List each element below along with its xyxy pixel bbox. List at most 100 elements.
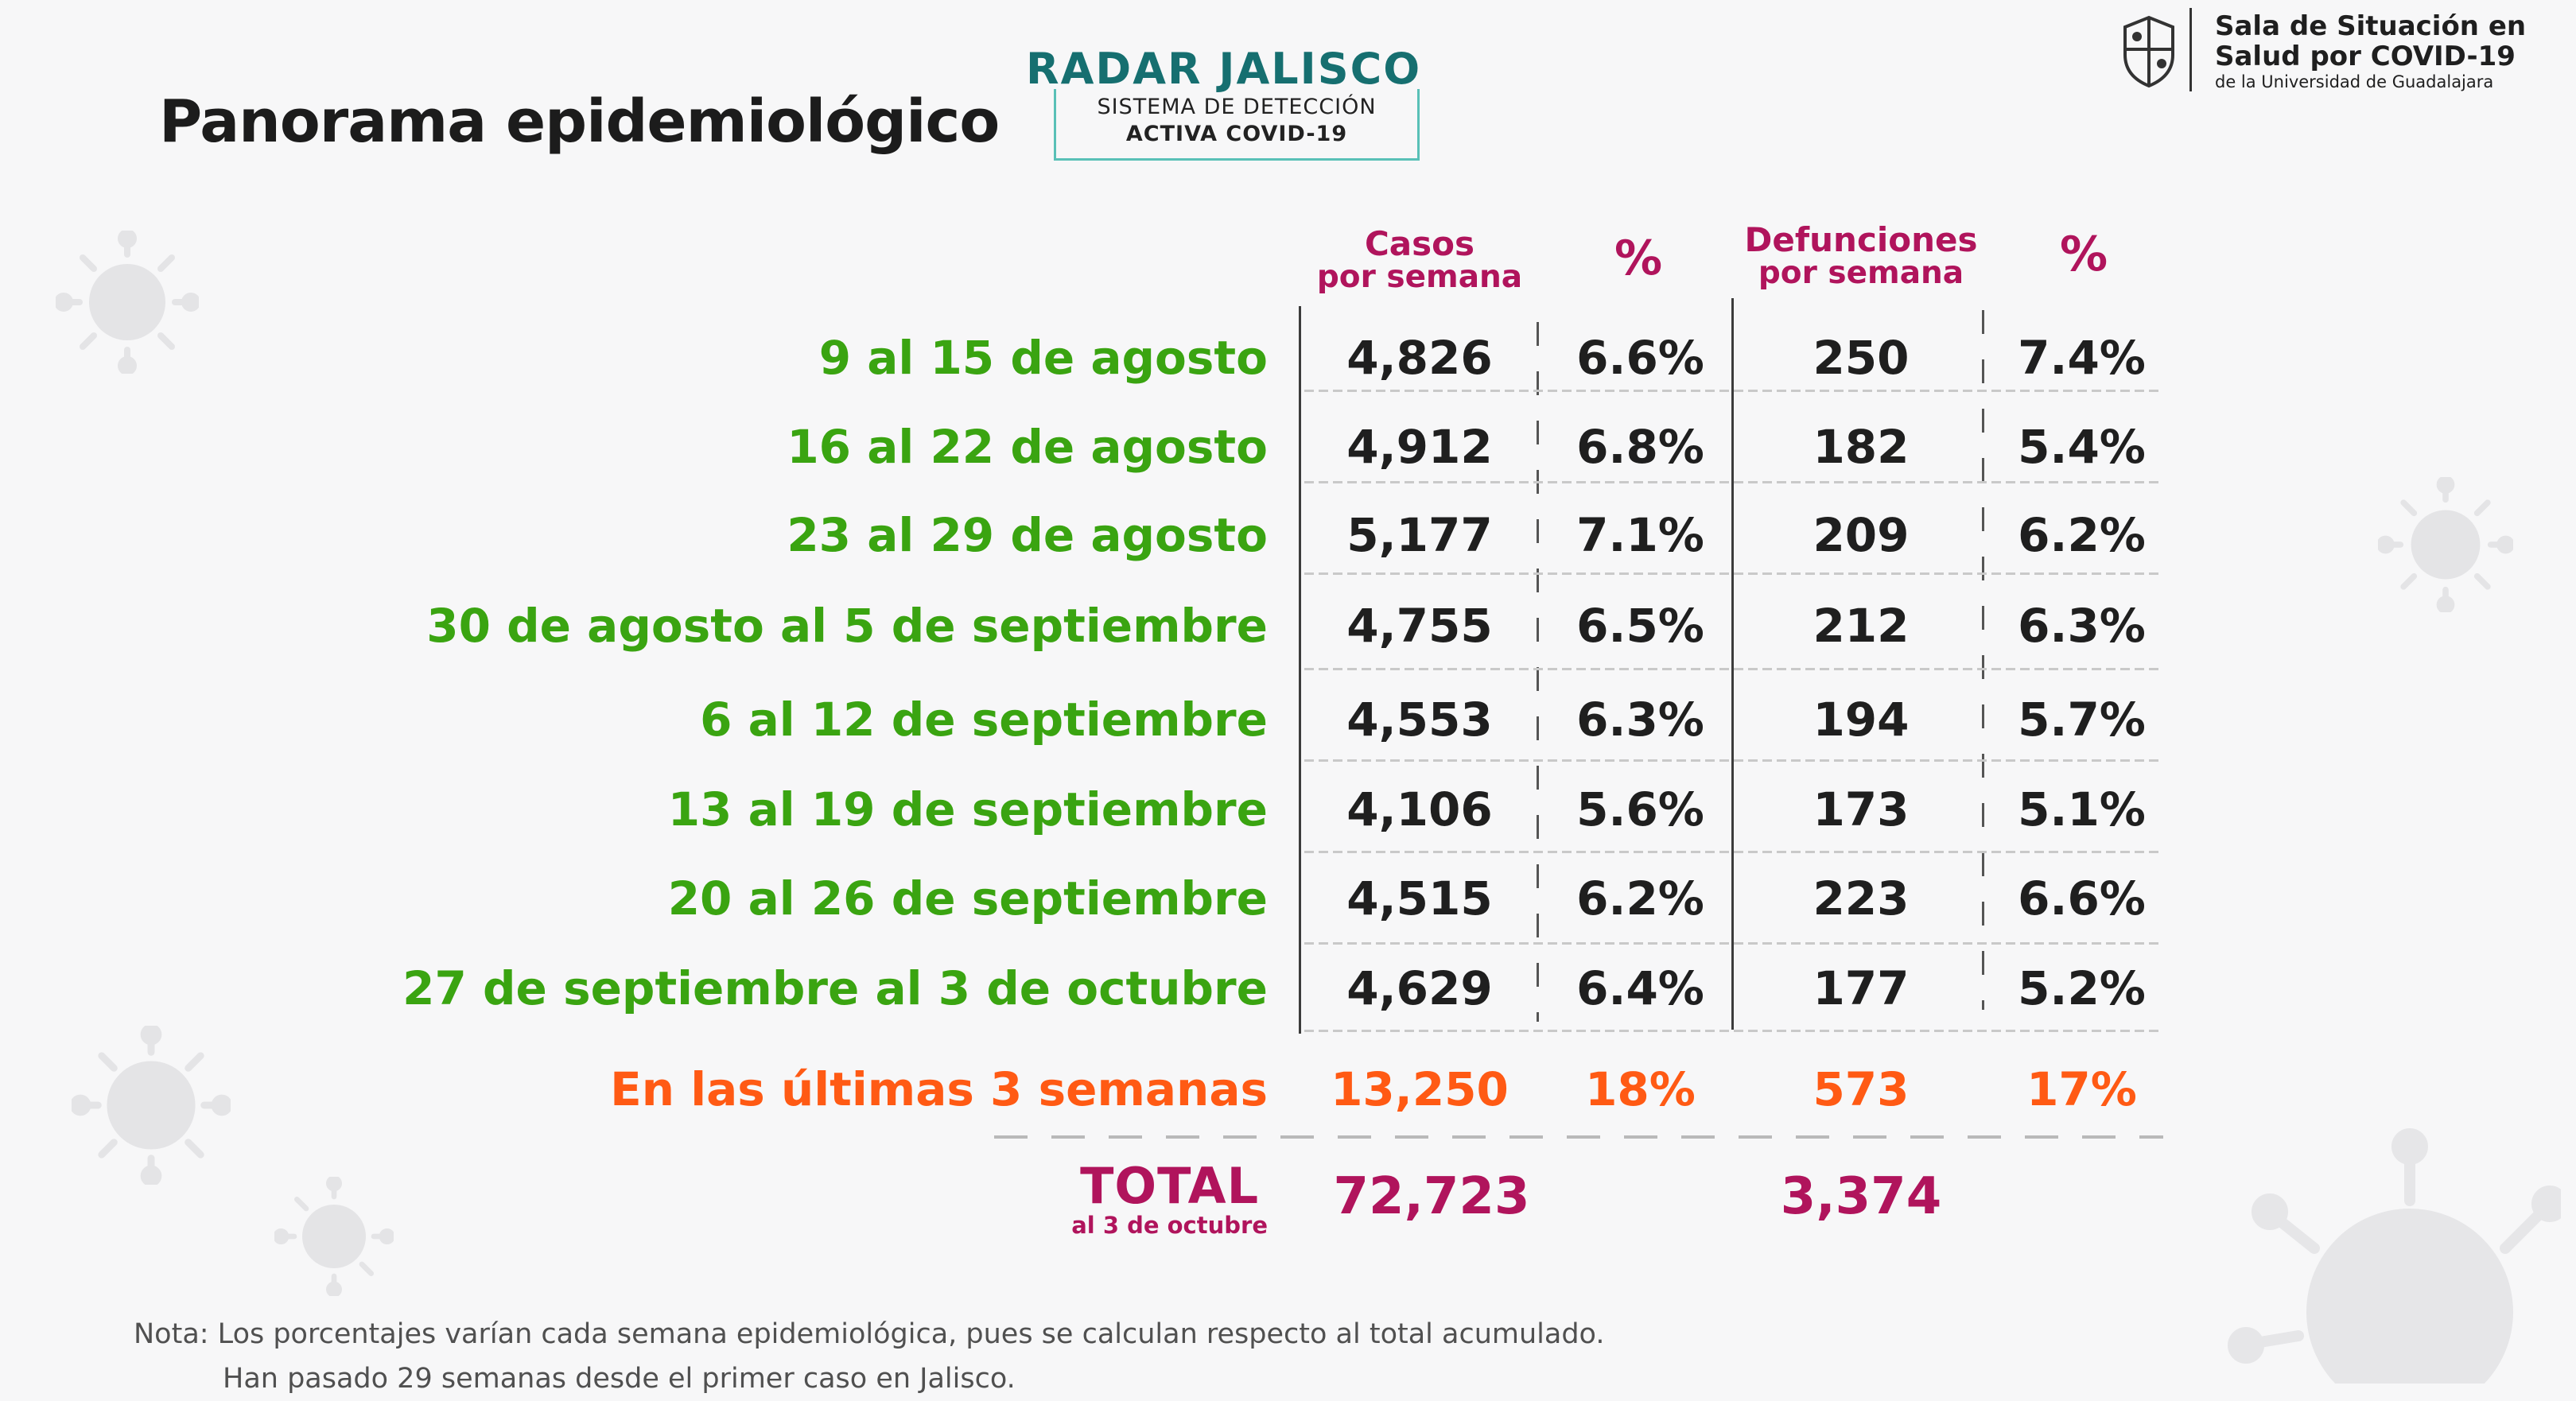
header-cases-top: Casos: [1364, 224, 1475, 263]
last3-deaths-pct: 17%: [2026, 1062, 2137, 1116]
row-cases: 4,553: [1346, 693, 1493, 747]
row-cases-pct: 5.6%: [1576, 782, 1704, 836]
row-divider: [1304, 668, 2159, 670]
row-deaths-pct: 5.4%: [2018, 420, 2146, 474]
row-deaths: 173: [1813, 782, 1910, 836]
row-period: 20 al 26 de septiembre: [667, 871, 1268, 926]
header-cases-bottom: por semana: [1316, 259, 1523, 295]
row-deaths: 212: [1813, 599, 1910, 653]
row-cases: 4,629: [1346, 961, 1493, 1015]
row-period: 30 de agosto al 5 de septiembre: [426, 599, 1268, 653]
row-period: 16 al 22 de agosto: [787, 420, 1268, 474]
header-cases-pct: %: [1614, 231, 1663, 286]
table-row: 20 al 26 de septiembre 4,515 6.2% 223 6.…: [0, 859, 2576, 938]
row-divider: [1304, 1030, 2159, 1032]
row-cases-pct: 7.1%: [1576, 508, 1704, 562]
column-divider: [1537, 322, 1539, 1022]
row-cases-pct: 6.2%: [1576, 871, 1704, 926]
virus-icon: [56, 231, 199, 374]
row-deaths: 250: [1813, 331, 1910, 385]
row-deaths-pct: 5.2%: [2018, 961, 2146, 1015]
last3-period: En las últimas 3 semanas: [610, 1062, 1268, 1116]
row-cases-pct: 6.3%: [1576, 693, 1704, 747]
last3-divider: [994, 1135, 2163, 1139]
logo-divider: [2189, 8, 2192, 91]
virus-icon: [72, 1026, 231, 1185]
sala-situacion-logo: Sala de Situación en Salud por COVID-19 …: [2215, 11, 2526, 92]
column-divider: [1731, 298, 1734, 1030]
row-cases-pct: 6.4%: [1576, 961, 1704, 1015]
footnote-line1: Nota: Los porcentajes varían cada semana…: [134, 1318, 1605, 1350]
udg-seal-icon: [2123, 15, 2174, 88]
row-deaths: 223: [1813, 871, 1910, 926]
row-deaths: 209: [1813, 508, 1910, 562]
row-period: 6 al 12 de septiembre: [700, 693, 1268, 747]
row-deaths: 177: [1813, 961, 1910, 1015]
column-divider: [1299, 306, 1301, 1034]
last3-cases-pct: 18%: [1585, 1062, 1696, 1116]
column-divider: [1982, 310, 1984, 1010]
table-row: 9 al 15 de agosto 4,826 6.6% 250 7.4%: [0, 318, 2576, 398]
footnote-line2: Han pasado 29 semanas desde el primer ca…: [223, 1363, 1016, 1395]
logo-line1: Sala de Situación en: [2215, 10, 2527, 42]
header-deaths-pct: %: [2059, 227, 2108, 282]
row-divider: [1304, 481, 2159, 483]
header-deaths: Defunciones por semana: [1730, 223, 1992, 289]
header-deaths-bottom: por semana: [1758, 255, 1964, 291]
radar-subtitle-box: SISTEMA DE DETECCIÓN ACTIVA COVID-19: [1054, 89, 1420, 161]
total-cases: 72,723: [1333, 1167, 1530, 1226]
header-cases: Casos por semana: [1288, 227, 1551, 293]
virus-icon: [274, 1177, 394, 1296]
footnote: Nota: Los porcentajes varían cada semana…: [134, 1312, 1604, 1401]
row-period: 27 de septiembre al 3 de octubre: [402, 961, 1268, 1015]
row-deaths-pct: 6.2%: [2018, 508, 2146, 562]
row-cases: 4,515: [1346, 871, 1493, 926]
row-period: 23 al 29 de agosto: [787, 508, 1268, 562]
total-date: al 3 de octubre: [1071, 1212, 1268, 1239]
row-deaths-pct: 7.4%: [2018, 331, 2146, 385]
row-divider: [1304, 942, 2159, 945]
table-row: 16 al 22 de agosto 4,912 6.8% 182 5.4%: [0, 407, 2576, 487]
row-cases-pct: 6.6%: [1576, 331, 1704, 385]
row-period: 13 al 19 de septiembre: [667, 782, 1268, 836]
row-cases: 4,826: [1346, 331, 1493, 385]
logo-line3: de la Universidad de Guadalajara: [2215, 72, 2494, 91]
radar-line1: SISTEMA DE DETECCIÓN: [1097, 95, 1377, 119]
virus-icon: [2228, 1128, 2561, 1384]
row-deaths: 182: [1813, 420, 1910, 474]
row-cases: 5,177: [1346, 508, 1493, 562]
virus-icon: [2378, 477, 2513, 612]
row-deaths-pct: 5.1%: [2018, 782, 2146, 836]
header-deaths-top: Defunciones: [1744, 220, 1978, 259]
last3-deaths: 573: [1813, 1062, 1910, 1116]
logo-line2: Salud por COVID-19: [2215, 41, 2516, 72]
row-divider: [1304, 390, 2159, 392]
total-title: TOTAL: [1080, 1157, 1260, 1215]
row-cases: 4,106: [1346, 782, 1493, 836]
row-cases: 4,755: [1346, 599, 1493, 653]
row-cases-pct: 6.5%: [1576, 599, 1704, 653]
table-row: 30 de agosto al 5 de septiembre 4,755 6.…: [0, 586, 2576, 666]
total-label: TOTAL al 3 de octubre: [1071, 1157, 1268, 1240]
row-cases-pct: 6.8%: [1576, 420, 1704, 474]
row-deaths-pct: 5.7%: [2018, 693, 2146, 747]
table-row: 6 al 12 de septiembre 4,553 6.3% 194 5.7…: [0, 680, 2576, 759]
row-deaths-pct: 6.6%: [2018, 871, 2146, 926]
row-deaths: 194: [1813, 693, 1910, 747]
row-deaths-pct: 6.3%: [2018, 599, 2146, 653]
table-row: 23 al 29 de agosto 5,177 7.1% 209 6.2%: [0, 495, 2576, 575]
page-title: Panorama epidemiológico: [159, 87, 1000, 156]
table-row: 13 al 19 de septiembre 4,106 5.6% 173 5.…: [0, 770, 2576, 849]
row-divider: [1304, 851, 2159, 853]
row-divider: [1304, 759, 2159, 762]
radar-jalisco-logo: RADAR JALISCO: [1026, 44, 1422, 94]
row-cases: 4,912: [1346, 420, 1493, 474]
table-row: 27 de septiembre al 3 de octubre 4,629 6…: [0, 949, 2576, 1028]
last3-row: En las últimas 3 semanas 13,250 18% 573 …: [0, 1050, 2576, 1129]
row-divider: [1304, 572, 2159, 575]
row-period: 9 al 15 de agosto: [818, 331, 1268, 385]
last3-cases: 13,250: [1331, 1062, 1509, 1116]
total-deaths: 3,374: [1780, 1167, 1942, 1226]
radar-line2: ACTIVA COVID-19: [1125, 122, 1348, 146]
